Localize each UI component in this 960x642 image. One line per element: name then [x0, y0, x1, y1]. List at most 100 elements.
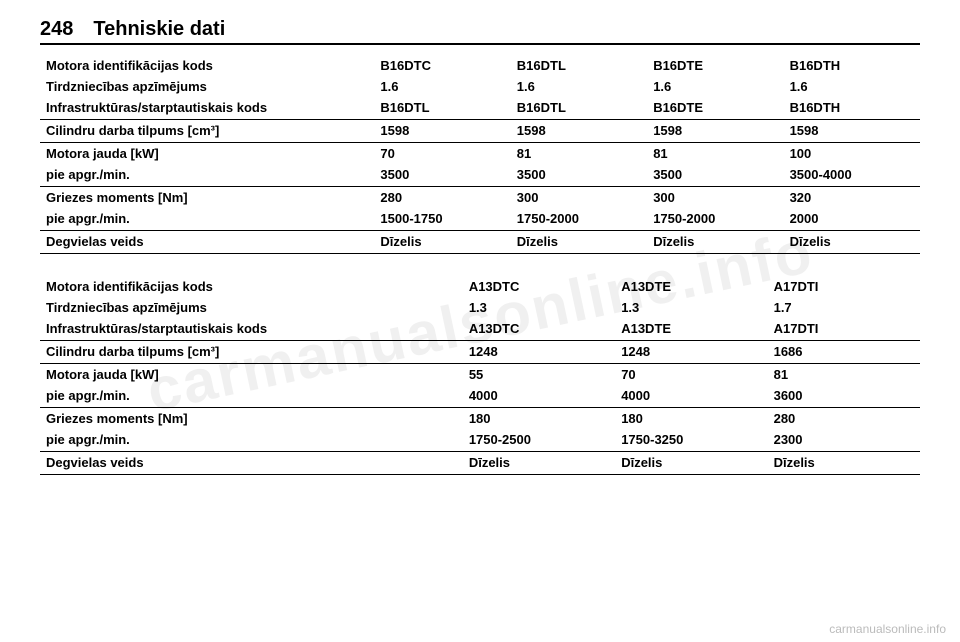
- table-row: Tirdzniecības apzīmējums 1.3 1.3 1.7: [40, 297, 920, 318]
- cell: 4000: [615, 385, 767, 406]
- table-row: Motora identifikācijas kods A13DTC A13DT…: [40, 276, 920, 297]
- cell: 1750-2000: [511, 208, 647, 229]
- row-label: Motora jauda [kW]: [40, 143, 374, 165]
- table-row: Griezes moments [Nm] 180 180 280: [40, 408, 920, 430]
- cell: 55: [463, 364, 615, 386]
- cell: B16DTL: [511, 97, 647, 118]
- table-row: Tirdzniecības apzīmējums 1.6 1.6 1.6 1.6: [40, 76, 920, 97]
- row-label: Motora identifikācijas kods: [40, 276, 463, 297]
- cell: 81: [647, 143, 783, 165]
- cell: 1248: [463, 341, 615, 363]
- table-row: pie apgr./min. 1500-1750 1750-2000 1750-…: [40, 208, 920, 229]
- table-row: pie apgr./min. 1750-2500 1750-3250 2300: [40, 429, 920, 450]
- cell: Dīzelis: [784, 231, 920, 253]
- cell: 70: [615, 364, 767, 386]
- row-label: Infrastruktūras/starptautiskais kods: [40, 318, 463, 339]
- row-label: Cilindru darba tilpums [cm³]: [40, 120, 374, 142]
- cell: A17DTI: [768, 276, 920, 297]
- cell: 100: [784, 143, 920, 165]
- cell: 2300: [768, 429, 920, 450]
- cell: B16DTE: [647, 55, 783, 76]
- cell: 280: [768, 408, 920, 430]
- spec-table-2: Motora identifikācijas kods A13DTC A13DT…: [40, 276, 920, 475]
- row-label: Tirdzniecības apzīmējums: [40, 297, 463, 318]
- cell: 3500-4000: [784, 164, 920, 185]
- row-label: Griezes moments [Nm]: [40, 187, 374, 209]
- cell: B16DTH: [784, 55, 920, 76]
- cell: 3500: [511, 164, 647, 185]
- cell: 1248: [615, 341, 767, 363]
- table-row: Motora jauda [kW] 70 81 81 100: [40, 143, 920, 165]
- cell: 1.6: [374, 76, 510, 97]
- row-label: Motora identifikācijas kods: [40, 55, 374, 76]
- table-row: Degvielas veids Dīzelis Dīzelis Dīzelis …: [40, 231, 920, 253]
- row-label: pie apgr./min.: [40, 429, 463, 450]
- table-row: Infrastruktūras/starptautiskais kods A13…: [40, 318, 920, 339]
- cell: 1598: [784, 120, 920, 142]
- cell: 1598: [374, 120, 510, 142]
- cell: B16DTH: [784, 97, 920, 118]
- table-row: Infrastruktūras/starptautiskais kods B16…: [40, 97, 920, 118]
- cell: 4000: [463, 385, 615, 406]
- cell: 1.6: [784, 76, 920, 97]
- cell: B16DTL: [374, 97, 510, 118]
- spec-table-1: Motora identifikācijas kods B16DTC B16DT…: [40, 55, 920, 254]
- row-label: pie apgr./min.: [40, 208, 374, 229]
- cell: 1750-2500: [463, 429, 615, 450]
- cell: B16DTC: [374, 55, 510, 76]
- table-row: Griezes moments [Nm] 280 300 300 320: [40, 187, 920, 209]
- cell: B16DTE: [647, 97, 783, 118]
- cell: 300: [647, 187, 783, 209]
- row-label: Degvielas veids: [40, 231, 374, 253]
- cell: 3500: [374, 164, 510, 185]
- cell: 1.3: [615, 297, 767, 318]
- cell: Dīzelis: [374, 231, 510, 253]
- table-row: Cilindru darba tilpums [cm³] 1248 1248 1…: [40, 341, 920, 363]
- footer-watermark: carmanualsonline.info: [829, 622, 946, 636]
- cell: 320: [784, 187, 920, 209]
- cell: 81: [768, 364, 920, 386]
- row-label: Infrastruktūras/starptautiskais kods: [40, 97, 374, 118]
- cell: A17DTI: [768, 318, 920, 339]
- row-label: Cilindru darba tilpums [cm³]: [40, 341, 463, 363]
- cell: 1598: [647, 120, 783, 142]
- cell: 280: [374, 187, 510, 209]
- cell: A13DTE: [615, 276, 767, 297]
- cell: 2000: [784, 208, 920, 229]
- row-label: pie apgr./min.: [40, 385, 463, 406]
- cell: A13DTC: [463, 318, 615, 339]
- row-label: Degvielas veids: [40, 452, 463, 474]
- cell: Dīzelis: [511, 231, 647, 253]
- table-row: pie apgr./min. 3500 3500 3500 3500-4000: [40, 164, 920, 185]
- cell: A13DTE: [615, 318, 767, 339]
- row-label: Motora jauda [kW]: [40, 364, 463, 386]
- cell: 300: [511, 187, 647, 209]
- cell: Dīzelis: [647, 231, 783, 253]
- table-row: Degvielas veids Dīzelis Dīzelis Dīzelis: [40, 452, 920, 474]
- cell: 70: [374, 143, 510, 165]
- row-label: Tirdzniecības apzīmējums: [40, 76, 374, 97]
- cell: 1598: [511, 120, 647, 142]
- cell: B16DTL: [511, 55, 647, 76]
- table-row: pie apgr./min. 4000 4000 3600: [40, 385, 920, 406]
- cell: 180: [463, 408, 615, 430]
- cell: Dīzelis: [768, 452, 920, 474]
- cell: 1750-2000: [647, 208, 783, 229]
- cell: 3500: [647, 164, 783, 185]
- cell: 1.3: [463, 297, 615, 318]
- cell: 1.6: [647, 76, 783, 97]
- page-title: Tehniskie dati: [93, 18, 225, 41]
- cell: 1686: [768, 341, 920, 363]
- cell: 1750-3250: [615, 429, 767, 450]
- cell: 1.6: [511, 76, 647, 97]
- table-row: Cilindru darba tilpums [cm³] 1598 1598 1…: [40, 120, 920, 142]
- cell: 1500-1750: [374, 208, 510, 229]
- row-label: pie apgr./min.: [40, 164, 374, 185]
- cell: 3600: [768, 385, 920, 406]
- cell: A13DTC: [463, 276, 615, 297]
- cell: 180: [615, 408, 767, 430]
- cell: 81: [511, 143, 647, 165]
- cell: 1.7: [768, 297, 920, 318]
- page-header: 248 Tehniskie dati: [40, 18, 920, 45]
- page-number: 248: [40, 18, 73, 41]
